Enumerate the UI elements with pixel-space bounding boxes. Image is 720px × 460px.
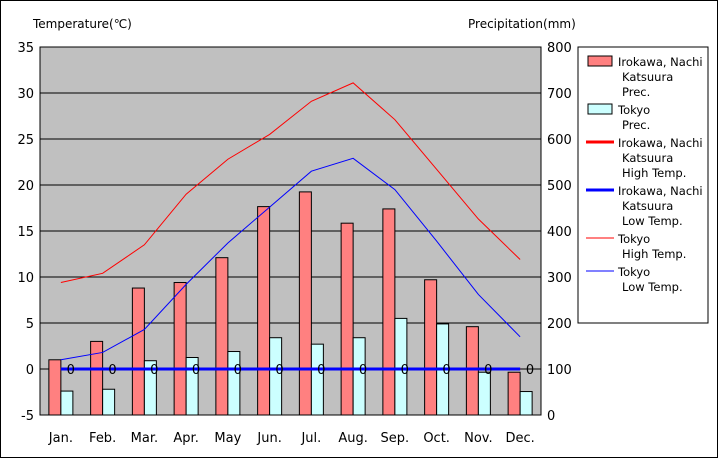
precip-bar	[519, 391, 533, 416]
zero-value-label: 0	[192, 363, 200, 378]
precip-bar	[477, 371, 491, 416]
precip-bar	[90, 340, 104, 416]
precip-bar	[352, 337, 366, 416]
left-tick-label: 20	[17, 179, 34, 194]
legend-swatch	[587, 55, 613, 67]
legend-label: Irokawa, Nachi	[618, 136, 703, 150]
zero-value-label: 0	[317, 363, 325, 378]
precip-bar	[310, 343, 324, 416]
right-tick-label: 100	[547, 363, 572, 378]
zero-value-label: 0	[401, 363, 409, 378]
legend-label: Prec.	[622, 85, 650, 99]
legend-label: Katsuura	[622, 151, 673, 165]
legend-box	[577, 46, 709, 324]
precip-bar	[60, 390, 74, 416]
lines-group	[60, 82, 521, 371]
precip-bar	[185, 357, 199, 416]
left-tick-label: -5	[21, 409, 34, 424]
precip-bar	[173, 282, 187, 416]
x-tick-label: Jun.	[256, 431, 281, 446]
legend-label: Katsuura	[622, 70, 673, 84]
left-axis-title: Temperature(℃)	[32, 17, 132, 31]
precip-bar	[424, 279, 438, 416]
legend-label: Irokawa, Nachi	[618, 55, 703, 69]
legend-label: Prec.	[622, 118, 650, 132]
x-tick-label: Dec.	[505, 431, 534, 446]
x-tick-label: Oct.	[423, 431, 450, 446]
bars-group	[48, 191, 533, 416]
zero-value-label: 0	[484, 363, 492, 378]
x-tick-label: Jul.	[300, 431, 321, 446]
x-tick-label: Apr.	[173, 431, 198, 446]
precip-bar	[257, 206, 271, 416]
right-tick-label: 0	[547, 409, 555, 424]
left-tick-label: 25	[17, 133, 34, 148]
precip-bar	[382, 208, 396, 416]
precip-bar	[215, 257, 229, 416]
precip-bar	[340, 222, 354, 416]
axis-ticks-group: 35 800 30 700 25 600 20 500 15 400 10 300 5 200 0 100 -5…	[17, 41, 571, 446]
x-tick-label: May	[214, 431, 241, 446]
x-tick-label: Feb.	[89, 431, 116, 446]
legend-label: High Temp.	[622, 166, 686, 180]
zero-value-label: 0	[526, 363, 534, 378]
left-tick-label: 30	[17, 87, 34, 102]
x-tick-label: Sep.	[381, 431, 410, 446]
zero-labels-group: 0 0 0 0 0 0 0 0 0 0 0 0	[67, 363, 535, 378]
precip-bar	[507, 371, 521, 416]
zero-value-label: 0	[150, 363, 158, 378]
left-tick-label: 0	[26, 363, 34, 378]
right-tick-label: 200	[547, 317, 572, 332]
x-tick-label: Nov.	[464, 431, 493, 446]
precip-bar	[227, 351, 241, 416]
right-tick-label: 800	[547, 41, 572, 56]
right-tick-label: 500	[547, 179, 572, 194]
legend-label: Low Temp.	[622, 214, 683, 228]
left-tick-label: 35	[17, 41, 34, 56]
zero-value-label: 0	[67, 363, 75, 378]
legend-swatch	[587, 103, 613, 115]
legend-label: High Temp.	[622, 247, 686, 261]
right-tick-label: 300	[547, 271, 572, 286]
legend-label: Tokyo	[617, 103, 650, 117]
precip-bar	[48, 359, 62, 416]
legend-label: Tokyo	[617, 265, 650, 279]
precip-bar	[131, 287, 145, 416]
right-axis-title: Precipitation(mm)	[468, 17, 576, 31]
x-tick-label: Mar.	[131, 431, 158, 446]
left-tick-label: 10	[17, 271, 34, 286]
zero-value-label: 0	[359, 363, 367, 378]
left-tick-label: 5	[26, 317, 34, 332]
legend-label: Low Temp.	[622, 280, 683, 294]
temperature-line	[60, 82, 521, 284]
precip-bar	[298, 191, 312, 416]
precip-bar	[102, 388, 116, 416]
temperature-line	[60, 157, 521, 361]
right-tick-label: 400	[547, 225, 572, 240]
zero-value-label: 0	[275, 363, 283, 378]
precip-bar	[465, 326, 479, 416]
legend-label: Katsuura	[622, 199, 673, 213]
precip-bar	[143, 360, 157, 416]
x-tick-label: Aug.	[338, 431, 368, 446]
zero-value-label: 0	[234, 363, 242, 378]
legend-label: Irokawa, Nachi	[618, 184, 703, 198]
zero-value-label: 0	[442, 363, 450, 378]
precip-bar	[269, 337, 283, 416]
zero-value-label: 0	[108, 363, 116, 378]
right-tick-label: 700	[547, 87, 572, 102]
right-tick-label: 600	[547, 133, 572, 148]
legend-label: Tokyo	[617, 232, 650, 246]
left-tick-label: 15	[17, 225, 34, 240]
precip-bar	[394, 317, 408, 416]
legend: Irokawa, NachiKatsuuraPrec.TokyoPrec.Iro…	[577, 46, 709, 324]
x-tick-label: Jan.	[48, 431, 73, 446]
